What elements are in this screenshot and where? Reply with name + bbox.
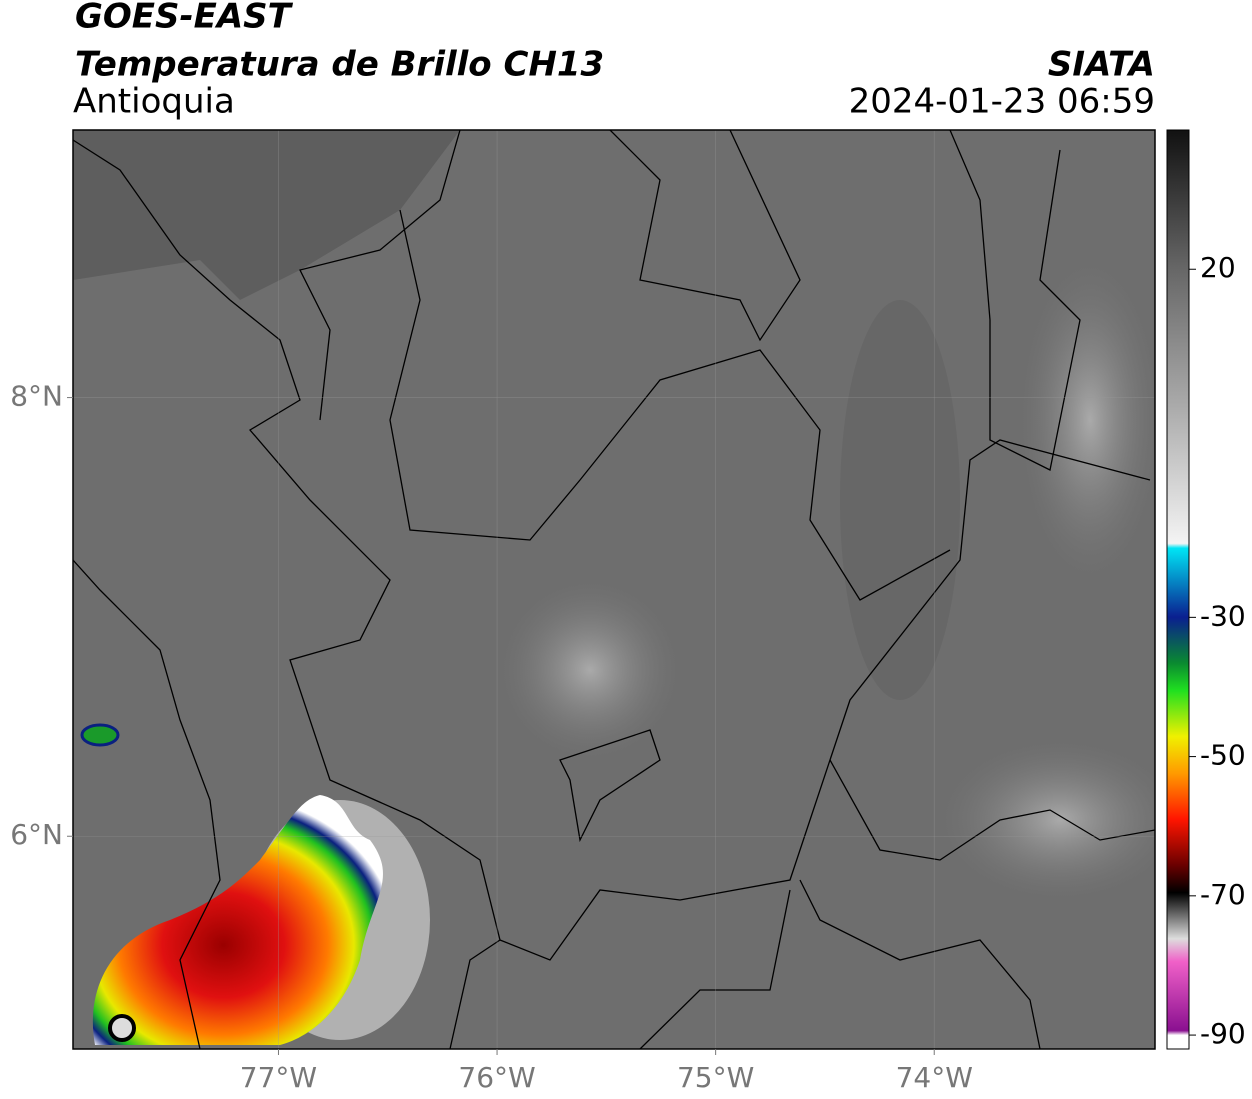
source: SIATA bbox=[1048, 45, 1155, 85]
subtitle: Temperatura de Brillo CH13 bbox=[75, 45, 604, 85]
colorbar-tick-label: -30 bbox=[1200, 599, 1246, 632]
region: Antioquia bbox=[73, 82, 235, 122]
y-tick-label: 8°N bbox=[10, 380, 63, 413]
x-tick-label: 77°W bbox=[240, 1061, 317, 1094]
datetime: 2024-01-23 06:59 bbox=[849, 82, 1155, 122]
colorbar-tick-label: -70 bbox=[1200, 878, 1246, 911]
grid bbox=[73, 130, 1155, 1049]
map-image bbox=[73, 130, 1155, 1049]
title: GOES-EAST bbox=[75, 0, 294, 37]
colorbar-tick-label: -50 bbox=[1200, 739, 1246, 772]
colorbar bbox=[1166, 129, 1190, 1050]
colorbar-tick-label: -90 bbox=[1200, 1017, 1246, 1050]
x-tick-label: 75°W bbox=[677, 1061, 754, 1094]
x-tick-label: 74°W bbox=[896, 1061, 973, 1094]
map-frame bbox=[72, 129, 1156, 1050]
colorbar-tick-label: 20 bbox=[1200, 251, 1236, 284]
y-tick-label: 6°N bbox=[10, 818, 63, 851]
ticks: 77°W 76°W 75°W 74°W 8°N 6°N 20 -30 -50 -70 -90 bbox=[10, 251, 1246, 1094]
x-tick-label: 76°W bbox=[458, 1061, 535, 1094]
